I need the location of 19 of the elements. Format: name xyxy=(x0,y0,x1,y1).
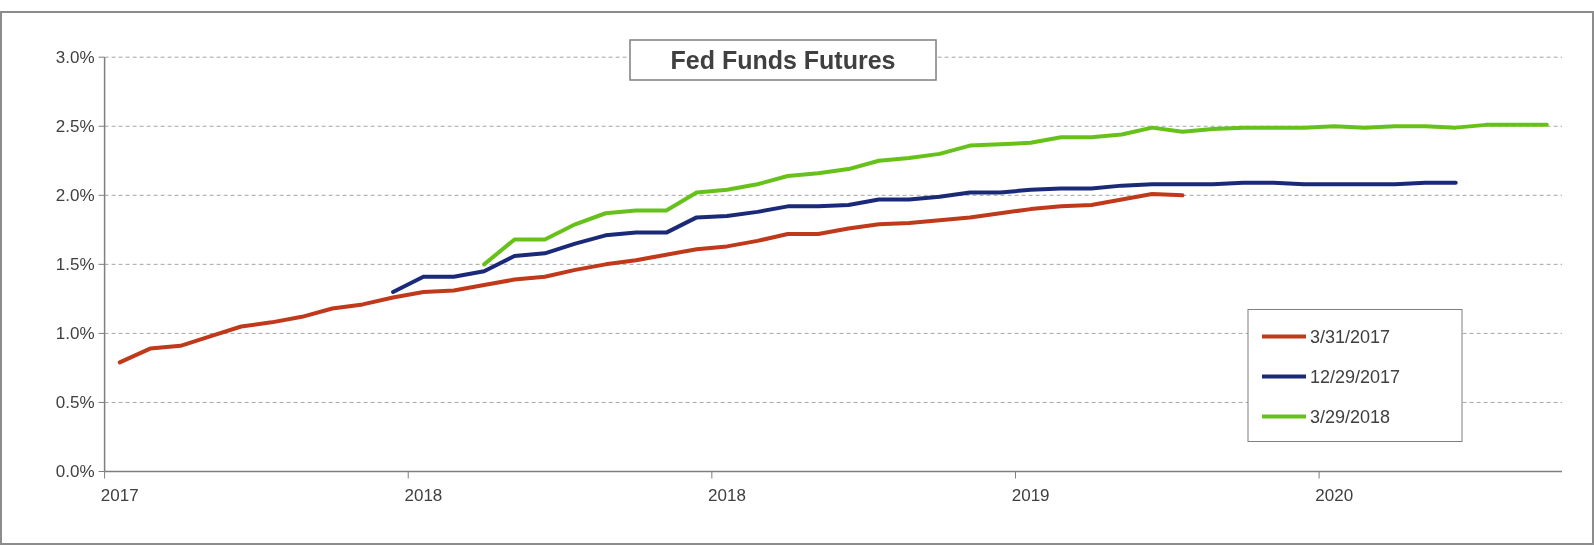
legend-label: 12/29/2017 xyxy=(1310,366,1401,387)
y-tick-label: 0.5% xyxy=(55,393,95,413)
legend-label: 3/31/2017 xyxy=(1310,326,1391,347)
x-tick-label: 2018 xyxy=(404,485,443,505)
line-series xyxy=(117,191,1185,365)
chart-title: Fed Funds Futures xyxy=(670,45,896,74)
y-tick-label: 3.0% xyxy=(55,48,95,68)
y-tick-label: 1.0% xyxy=(55,324,95,344)
y-tick-label: 0.0% xyxy=(55,462,95,482)
legend-label: 3/29/2018 xyxy=(1310,406,1391,427)
x-tick-label: 2017 xyxy=(100,485,139,505)
line-series xyxy=(391,180,1458,294)
y-tick-label: 2.5% xyxy=(55,117,95,137)
x-tick-label: 2020 xyxy=(1315,485,1354,505)
x-tick-label: 2019 xyxy=(1011,485,1050,505)
x-tick-label: 2018 xyxy=(708,485,746,505)
y-tick-label: 2.0% xyxy=(55,186,95,206)
y-tick-label: 1.5% xyxy=(55,255,95,275)
line-series xyxy=(482,122,1549,267)
